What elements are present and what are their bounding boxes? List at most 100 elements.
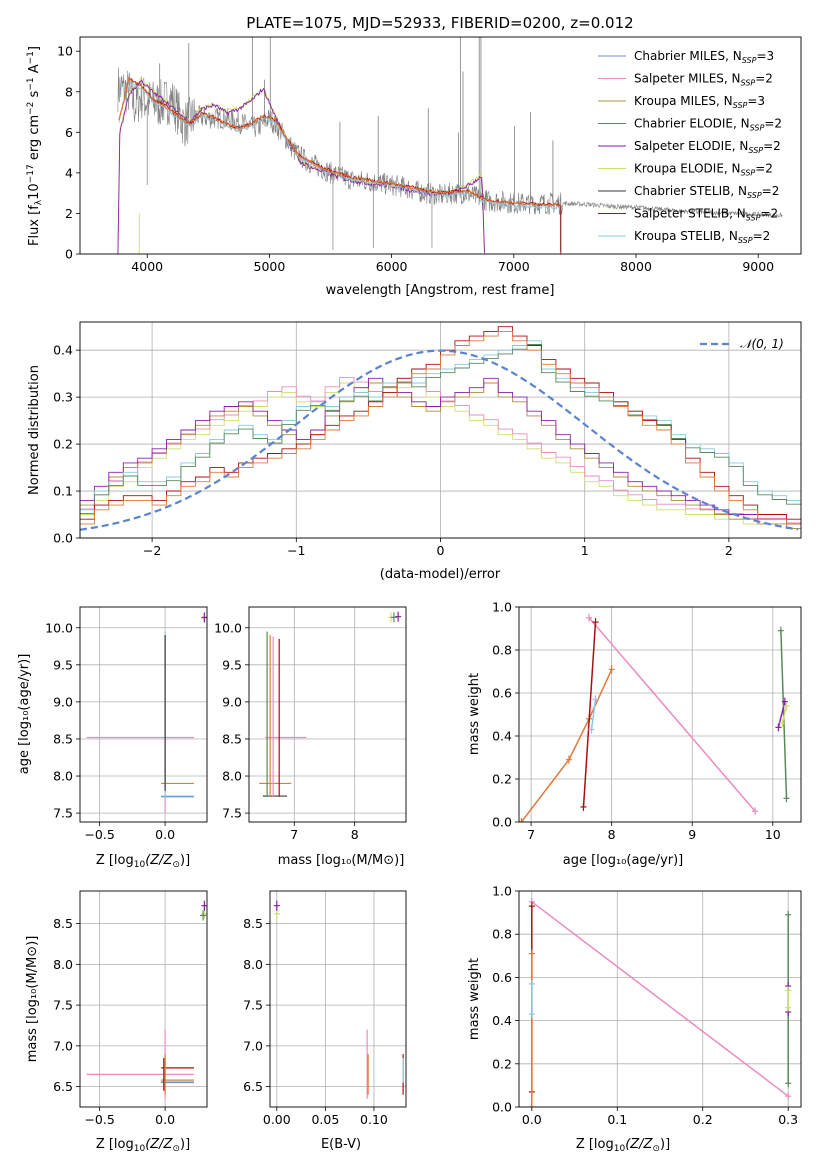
histogram-xtick-label: −1 <box>287 543 305 558</box>
spectrum-ytick-label: 2 <box>65 206 73 221</box>
mass-vs-Z-xlabel-end: )] <box>180 1137 190 1152</box>
clip-mass-vs-Z-area <box>86 900 207 1099</box>
weight-vs-age-ytick-label: 0.2 <box>492 772 512 787</box>
spectrum-ylabel-end: ] <box>27 46 42 51</box>
mass-vs-Z-grid <box>80 891 207 1107</box>
age-vs-Z-frame <box>79 606 208 823</box>
clip-spec-area <box>117 37 783 254</box>
legend-name: Kroupa ELODIE, N <box>634 162 741 176</box>
weight-vs-Z-xlabel-mid: (Z/Z <box>625 1137 653 1152</box>
age-vs-Z-xtick-label: 0.0 <box>155 827 175 842</box>
spectrum-panel: PLATE=1075, MJD=52933, FIBERID=0200, z=0… <box>26 14 802 298</box>
weight-vs-Z-frame <box>518 890 802 1108</box>
legend-entry: Kroupa MILES, NSSP=3 <box>634 94 765 110</box>
age-vs-mass-ytick-label: 9.0 <box>222 694 242 709</box>
spectrum-xlabel: wavelength [Angstrom, rest frame] <box>326 283 555 298</box>
clip-weight-vs-Z-area <box>528 897 792 1107</box>
mass-vs-metallicity-panel: −0.5 0.0 6.5 7.0 7.5 8.0 8.5 Z [log10(Z/Z⊙)] m… <box>25 890 208 1154</box>
age-vs-mass-ytick-label: 8.0 <box>222 769 242 784</box>
age-vs-Z-ylabel: age [log₁₀(age/yr)] <box>17 654 32 775</box>
mass-vs-Z-xlabel-mid: (Z/Z <box>145 1137 173 1152</box>
histogram-ytick-label: 0.4 <box>53 343 73 358</box>
age-vs-Z-ytick-label: 10.0 <box>45 620 73 635</box>
clip-age-vs-Z-area <box>86 612 207 814</box>
weight-vs-age-ytick-label: 0.0 <box>492 815 512 830</box>
mass-vs-Z-frame <box>79 890 208 1108</box>
weight-vs-age-series-line <box>520 669 613 822</box>
age-vs-Z-ytick-label: 9.5 <box>53 657 73 672</box>
spectrum-ylabel-mid: 10 <box>27 183 42 200</box>
mass-vs-ebv-xlabel: E(B-V) <box>321 1137 361 1152</box>
legend-entry: Salpeter STELIB, NSSP=2 <box>634 207 778 223</box>
legend-sub: SSP <box>742 56 757 65</box>
mass-vs-Z-ytick-label: 7.0 <box>53 1038 73 1053</box>
weight-vs-age-xtick-label: 7 <box>527 827 535 842</box>
weight-vs-metallicity-panel: 0.0 0.1 0.2 0.3 0.0 0.2 0.4 0.6 0.8 1.0 Z [log10(… <box>467 884 802 1154</box>
model-salpeter-miles-orange <box>118 76 561 208</box>
legend-nssp: =2 <box>760 207 778 221</box>
histogram-frame <box>79 321 802 539</box>
age-vs-Z-ytick-label: 9.0 <box>53 694 73 709</box>
mass-vs-Z-xlabel-sub: 10 <box>134 1144 146 1154</box>
weight-vs-Z-xlabel-prefix: Z [log <box>576 1137 614 1152</box>
age-vs-mass-xlabel: mass [log₁₀(M/M⊙)] <box>278 853 405 868</box>
weight-vs-age-xlabel: age [log₁₀(age/yr)] <box>563 853 684 868</box>
mass-vs-Z-ytick-label: 8.0 <box>53 957 73 972</box>
age-vs-mass-ytick-label: 7.5 <box>222 806 242 821</box>
legend-sub: SSP <box>750 124 765 133</box>
weight-vs-age-ytick-label: 0.4 <box>492 729 512 744</box>
spectrum-frame <box>79 36 802 255</box>
legend-nssp: =2 <box>755 72 773 86</box>
histogram-xtick-label: 2 <box>725 543 733 558</box>
mass-vs-ebv-grid <box>270 891 406 1107</box>
spectrum-ytick-label: 0 <box>65 247 73 262</box>
weight-vs-age-ytick-label: 0.8 <box>492 643 512 658</box>
legend-sub: SSP <box>748 146 763 155</box>
mass-vs-ebv-xtick-label: 0.05 <box>311 1112 339 1127</box>
weight-vs-age-series-line <box>780 630 788 799</box>
weight-vs-age-ytick-label: 0.6 <box>492 686 512 701</box>
mass-vs-ebv-ytick-label: 7.0 <box>243 1038 263 1053</box>
mass-vs-ebv-xtick-label: 0.00 <box>263 1112 291 1127</box>
clip-hist-area <box>80 326 801 531</box>
age-vs-mass-panel: 7 8 7.5 8.0 8.5 9.0 9.5 10.0 mass [log₁₀(M/M⊙)] <box>214 606 407 868</box>
legend-entry: Salpeter MILES, NSSP=2 <box>634 72 773 88</box>
legend-nssp: =3 <box>747 94 765 108</box>
weight-vs-age-panel: 7 8 9 10 0.0 0.2 0.4 0.6 0.8 1.0 age [log₁₀(age/y… <box>467 600 802 868</box>
legend-entry: Salpeter ELODIE, NSSP=2 <box>634 139 781 155</box>
weight-vs-Z-ytick-label: 0.8 <box>492 927 512 942</box>
age-vs-Z-xtick-label: −0.5 <box>84 827 114 842</box>
spectrum-title: PLATE=1075, MJD=52933, FIBERID=0200, z=0… <box>246 14 633 32</box>
histogram-xtick-label: −2 <box>143 543 161 558</box>
weight-vs-Z-xtick-label: 0.1 <box>607 1112 627 1127</box>
spectrum-xtick-label: 6000 <box>376 259 408 274</box>
hist-salpeter-elodie <box>80 377 801 525</box>
spectrum-ytick-label: 6 <box>65 125 73 140</box>
legend-nssp: =2 <box>762 184 780 198</box>
legend-name: Salpeter STELIB, N <box>634 207 746 221</box>
legend-entry: Chabrier ELODIE, NSSP=2 <box>634 117 782 133</box>
weight-vs-age-series-line <box>582 621 597 808</box>
legend-sub: SSP <box>733 101 748 110</box>
weight-vs-Z-xtick-label: 0.2 <box>693 1112 713 1127</box>
histogram-xtick-label: 0 <box>437 543 445 558</box>
weight-vs-Z-ytick-label: 0.6 <box>492 970 512 985</box>
spectrum-ytick-label: 10 <box>57 44 73 59</box>
weight-vs-age-series-line <box>588 617 756 812</box>
mass-vs-Z-ytick-label: 8.5 <box>53 916 73 931</box>
residual-histogram-panel: −2 −1 0 1 2 0.0 0.1 0.2 0.3 0.4 (data-model)/erro… <box>27 321 802 582</box>
age-vs-Z-ytick-label: 8.5 <box>53 731 73 746</box>
legend-sub: SSP <box>746 214 761 223</box>
age-vs-Z-xlabel-sub: 10 <box>134 860 146 870</box>
weight-vs-age-grid <box>519 606 801 823</box>
age-vs-Z-xlabel-end: )] <box>180 853 190 868</box>
mass-vs-Z-xlabel: Z [log10(Z/Z⊙)] <box>96 1137 190 1154</box>
spectrum-ylabel-sub: λ <box>34 199 44 205</box>
spectrum-ylabel-sup4: −1 <box>26 51 36 64</box>
mass-vs-ebv-xtick-label: 0.10 <box>360 1112 388 1127</box>
spectrum-ylabel-mid4: A <box>27 64 42 77</box>
weight-vs-Z-ytick-label: 1.0 <box>492 884 512 899</box>
legend-name: Kroupa STELIB, N <box>634 229 738 243</box>
legend-name: Salpeter MILES, N <box>634 72 741 86</box>
